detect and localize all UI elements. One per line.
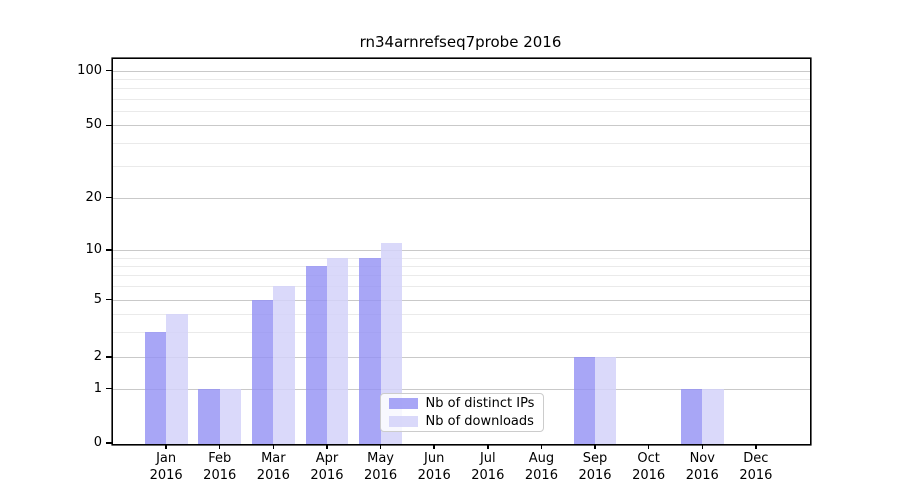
bar-downloads-sep xyxy=(595,357,617,444)
x-axis-tick xyxy=(272,444,275,449)
bar-distinct-ips-may xyxy=(359,257,381,444)
major-gridline xyxy=(112,70,810,72)
major-gridline xyxy=(112,125,810,127)
chart-title: rn34arnrefseq7probe 2016 xyxy=(359,33,562,51)
y-axis-tick-label: 100 xyxy=(77,62,102,78)
y-axis-tick-label: 1 xyxy=(93,380,102,396)
minor-gridline xyxy=(112,275,810,277)
legend-swatch-distinct-ips xyxy=(388,398,418,409)
major-gridline xyxy=(112,299,810,301)
y-axis-tick-label: 10 xyxy=(85,242,102,257)
legend-item-distinct-ips: Nb of distinct IPs xyxy=(381,396,543,411)
y-axis-tick-label: 50 xyxy=(85,117,102,133)
x-axis-tick-label: Nov 2016 xyxy=(685,451,719,483)
y-axis-tick-label: 0 xyxy=(93,435,102,450)
bar-distinct-ips-jan xyxy=(144,331,167,444)
x-axis-tick xyxy=(433,444,435,449)
x-axis-tick-label: Dec 2016 xyxy=(739,451,773,483)
minor-gridline xyxy=(112,110,810,112)
y-axis-tick xyxy=(105,69,112,72)
minor-gridline xyxy=(112,165,810,167)
bar-distinct-ips-sep xyxy=(573,357,596,444)
bar-downloads-jan xyxy=(166,313,188,444)
y-axis-tick xyxy=(105,249,112,251)
x-axis-tick-label: Sep 2016 xyxy=(578,451,612,483)
plot-area: Nb of distinct IPs Nb of downloads xyxy=(112,59,810,444)
x-axis-tick-label: Feb 2016 xyxy=(203,451,237,483)
minor-gridline xyxy=(112,265,810,267)
y-axis-tick xyxy=(105,196,112,199)
x-axis-tick xyxy=(165,444,167,449)
x-axis-tick xyxy=(755,444,757,449)
y-axis-tick-label: 20 xyxy=(85,189,102,205)
x-axis-tick-label: Aug 2016 xyxy=(524,451,558,483)
x-axis-tick-label: Jun 2016 xyxy=(417,451,451,483)
bar-downloads-nov xyxy=(702,388,724,444)
x-axis-tick xyxy=(487,444,489,449)
x-axis-tick-label: Oct 2016 xyxy=(632,451,666,483)
x-axis-tick xyxy=(540,444,543,449)
x-axis-tick-label: Mar 2016 xyxy=(256,451,290,483)
x-axis-tick-label: Apr 2016 xyxy=(310,451,344,483)
y-axis-tick xyxy=(105,298,112,301)
legend-item-downloads: Nb of downloads xyxy=(381,414,543,429)
y-axis-tick-label: 2 xyxy=(93,349,102,364)
y-axis-tick xyxy=(105,124,112,127)
minor-gridline xyxy=(112,98,810,100)
x-axis-tick xyxy=(594,444,596,449)
legend: Nb of distinct IPs Nb of downloads xyxy=(379,393,544,432)
minor-gridline xyxy=(112,286,810,288)
x-axis-tick-label: May 2016 xyxy=(364,451,398,483)
y-axis-tick-label: 5 xyxy=(93,291,102,307)
x-axis-tick xyxy=(218,444,221,449)
major-gridline xyxy=(112,357,810,358)
bar-distinct-ips-feb xyxy=(198,388,220,444)
minor-gridline xyxy=(112,331,810,333)
major-gridline xyxy=(112,197,810,199)
minor-gridline xyxy=(112,142,810,144)
y-axis-tick xyxy=(105,442,112,444)
x-axis-tick-label: Jan 2016 xyxy=(149,451,183,483)
major-gridline xyxy=(112,250,810,251)
y-axis-tick xyxy=(105,356,112,358)
minor-gridline xyxy=(112,257,810,259)
bar-distinct-ips-mar xyxy=(251,299,274,444)
x-axis-tick xyxy=(701,444,704,449)
legend-label-distinct-ips: Nb of distinct IPs xyxy=(425,396,535,411)
bar-downloads-feb xyxy=(219,388,242,444)
minor-gridline xyxy=(112,313,810,315)
bar-downloads-mar xyxy=(273,286,295,444)
y-axis-tick xyxy=(105,387,112,390)
minor-gridline xyxy=(112,88,810,90)
bar-distinct-ips-apr xyxy=(305,265,327,444)
legend-label-downloads: Nb of downloads xyxy=(425,414,534,429)
major-gridline xyxy=(112,388,810,390)
bar-downloads-apr xyxy=(326,257,349,444)
x-axis-tick-label: Jul 2016 xyxy=(471,451,505,483)
x-axis-tick xyxy=(326,444,328,449)
minor-gridline xyxy=(112,78,810,80)
x-axis-tick xyxy=(379,444,382,449)
bar-distinct-ips-nov xyxy=(680,388,703,444)
x-axis-tick xyxy=(647,444,650,449)
legend-swatch-downloads xyxy=(388,416,418,427)
